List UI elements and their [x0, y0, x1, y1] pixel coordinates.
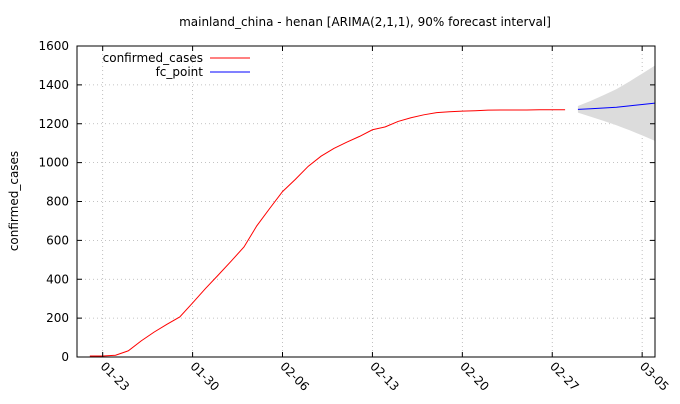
chart-title: mainland_china - henan [ARIMA(2,1,1), 90… [179, 15, 551, 29]
legend-label: fc_point [156, 65, 204, 79]
forecast-interval-band-layer [577, 65, 655, 141]
series-layer [89, 102, 656, 357]
y-tick-label: 800 [46, 195, 69, 209]
y-axis-label: confirmed_cases [7, 151, 21, 251]
y-tick-label: 1400 [38, 78, 69, 92]
y-tick-label: 200 [46, 311, 69, 325]
y-tick-label: 1200 [38, 117, 69, 131]
forecast-interval-band [577, 65, 655, 141]
y-tick-label: 1000 [38, 156, 69, 170]
y-tick-label: 1600 [38, 39, 69, 53]
series-line-confirmed-cases [89, 109, 566, 357]
y-tick-label: 0 [61, 350, 69, 364]
legend-label: confirmed_cases [103, 51, 203, 65]
y-tick-label: 400 [46, 272, 69, 286]
series-line-fc-point [577, 102, 656, 110]
y-tick-label: 600 [46, 233, 69, 247]
